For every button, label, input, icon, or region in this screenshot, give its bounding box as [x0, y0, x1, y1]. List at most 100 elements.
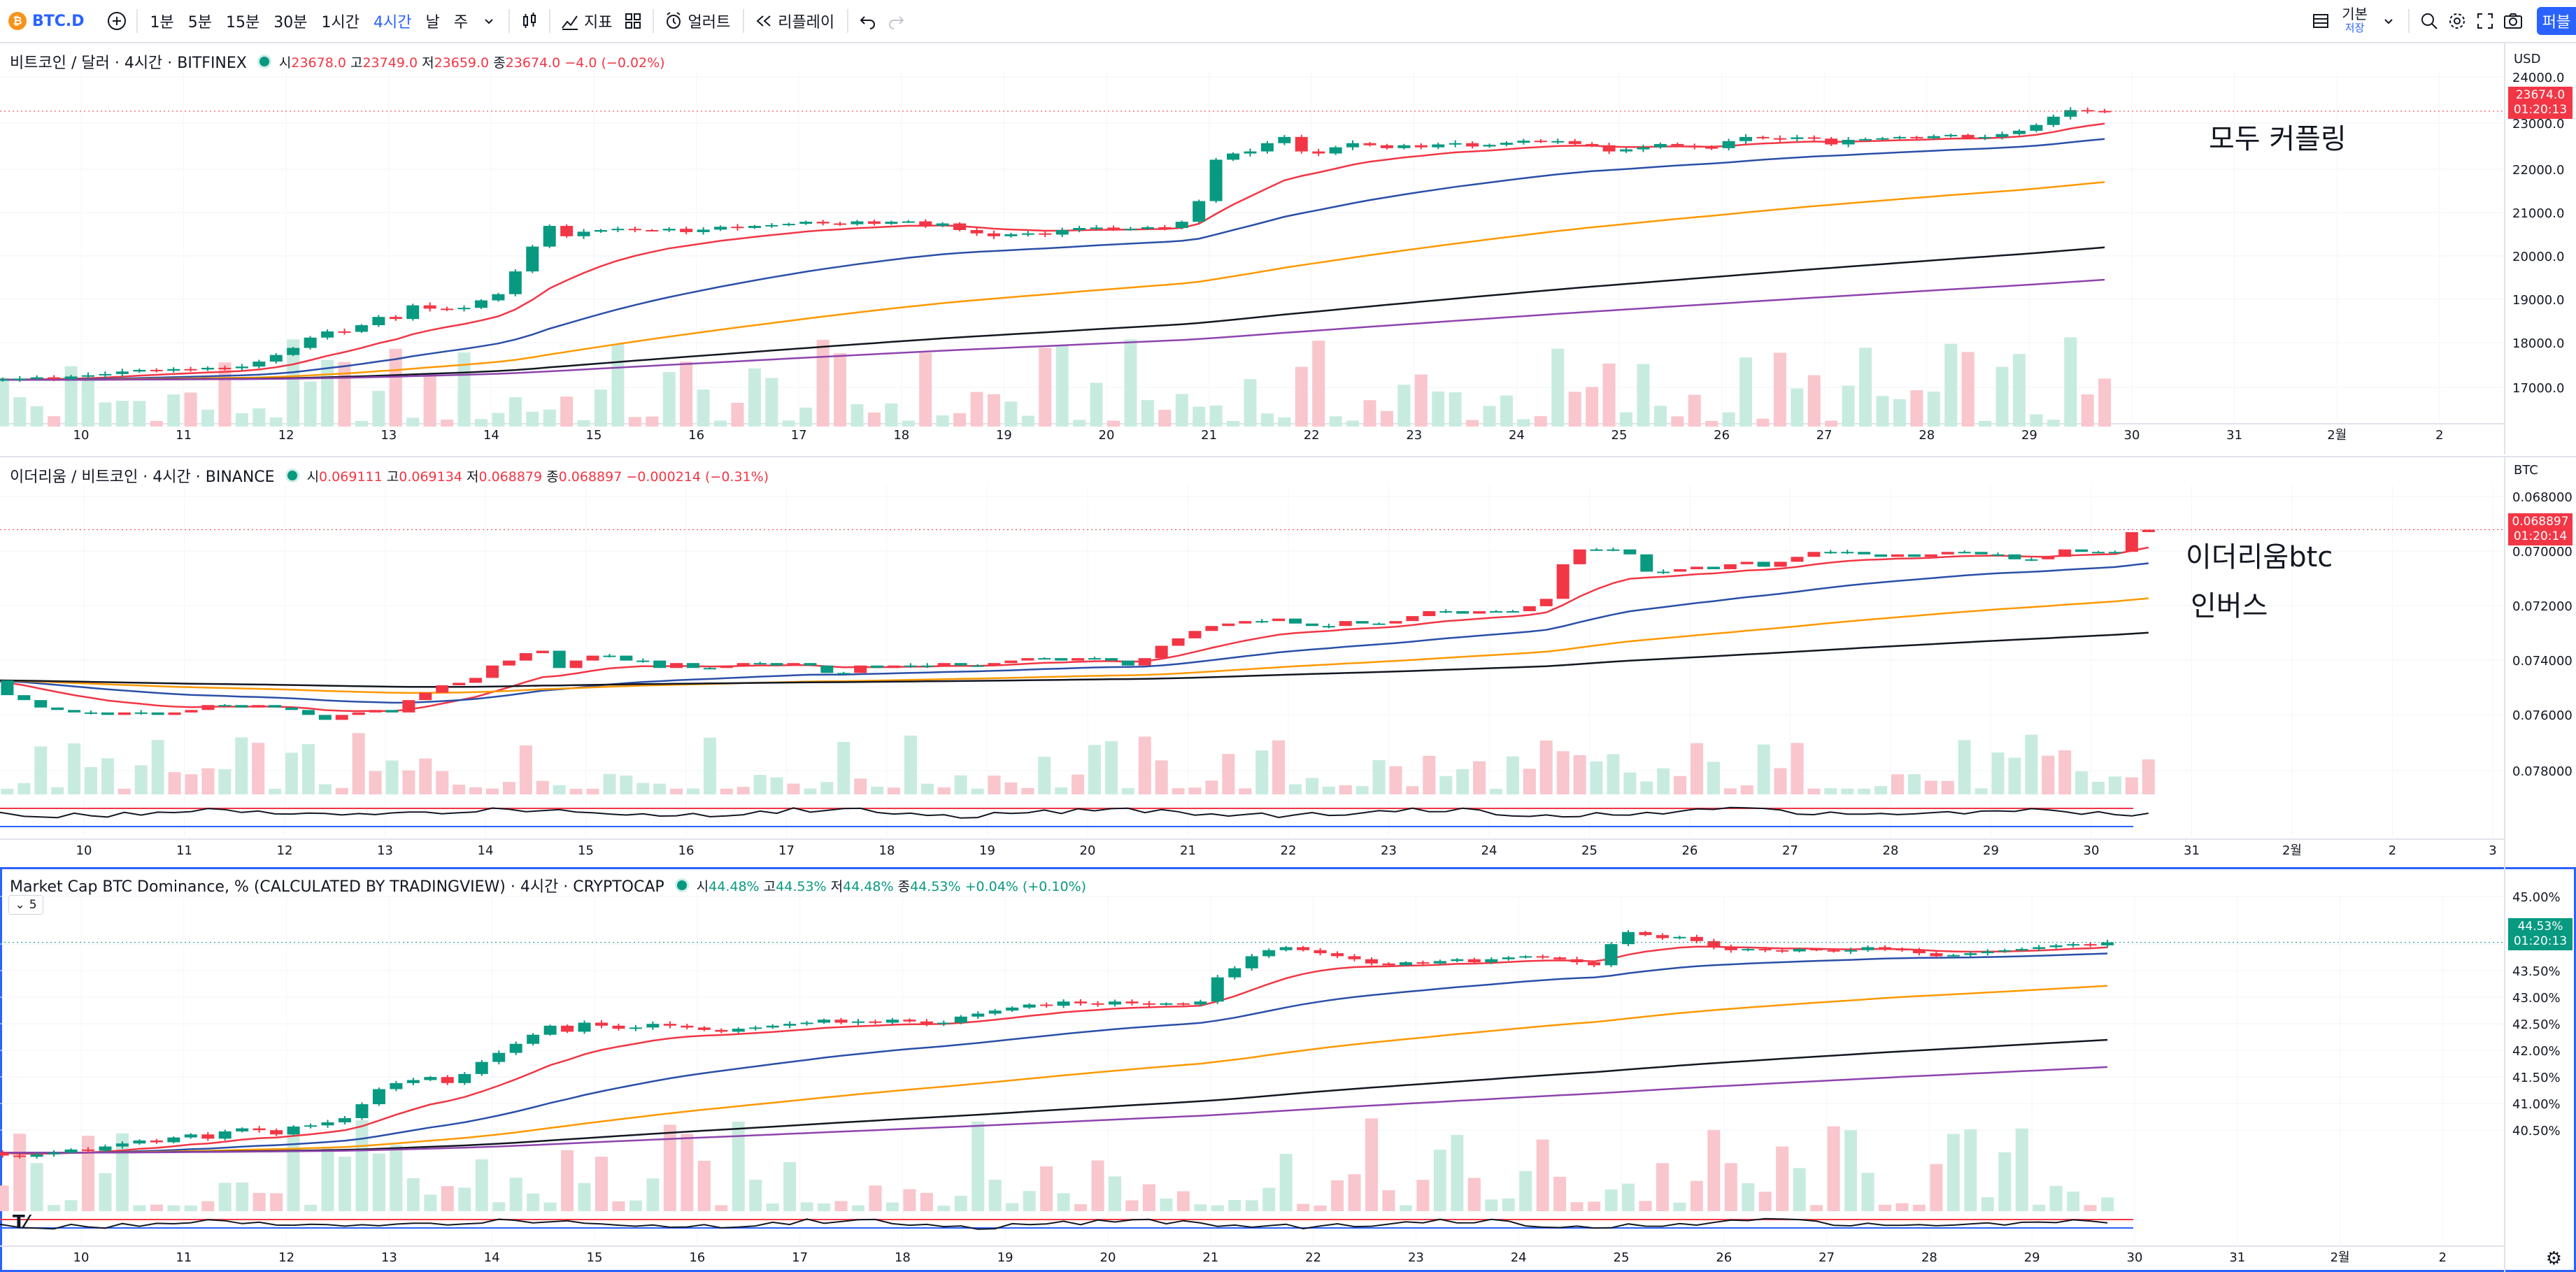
btcusd-title[interactable]: 비트코인 / 달러 · 4시간 · BITFINEX [10, 55, 247, 72]
volume-bar [0, 1185, 9, 1211]
volume-bar [118, 788, 131, 794]
indicators-button[interactable]: 지표 [583, 14, 613, 31]
templates-grid-icon[interactable] [619, 7, 647, 35]
interval-dropdown-chevron-icon[interactable] [475, 7, 503, 35]
volume-bar [99, 1173, 112, 1211]
compare-add-icon[interactable] [103, 7, 131, 35]
annotation-text-line1[interactable]: 이더리움btc [2186, 541, 2333, 573]
candle-body [402, 700, 415, 713]
chart-pane-btcdominance[interactable]: 45.00%44.00%43.50%43.00%42.50%42.00%41.5… [0, 867, 2576, 1272]
ethbtc-title[interactable]: 이더리움 / 비트코인 · 4시간 · BINANCE [10, 469, 275, 486]
indicators-icon[interactable] [556, 7, 584, 35]
candle-body [612, 1025, 625, 1029]
volume-bar [1466, 420, 1479, 427]
candle-body [1158, 227, 1172, 229]
volume-bar [697, 1161, 711, 1211]
interval-day[interactable]: 날 [425, 14, 440, 31]
currency-unit-label[interactable]: USD [2514, 52, 2541, 66]
candle-body [1312, 151, 1325, 154]
chart-pane-ethbtc[interactable]: 0.068000 0.070000 0.072000 0.074000 0.076000… [0, 456, 2576, 867]
replay-rewind-icon[interactable] [750, 7, 778, 35]
candle-body [1844, 950, 1858, 952]
candle-body [133, 1140, 146, 1144]
redo-icon[interactable] [882, 7, 910, 35]
candle-body [2008, 554, 2021, 559]
volume-bar [1758, 1192, 1772, 1211]
interval-15m[interactable]: 15분 [226, 14, 260, 31]
search-icon[interactable] [2415, 7, 2443, 35]
candle-body [1874, 554, 1888, 557]
layout-save-button[interactable]: 기본 저장 [2342, 7, 2368, 35]
chart-pane-btcusd[interactable]: 24000.0 23000.0 22000.0 21000.0 20000.0 19000… [0, 43, 2576, 455]
volume-bar [543, 409, 556, 427]
volume-bar [1910, 390, 1923, 427]
interval-4h[interactable]: 4시간 [373, 14, 412, 31]
candle-body [287, 348, 300, 355]
volume-bar [1021, 787, 1034, 794]
candle-body [697, 1027, 711, 1030]
candle-body [1414, 145, 1428, 148]
volume-bar [2075, 771, 2088, 794]
camera-snapshot-icon[interactable] [2499, 7, 2527, 35]
undo-icon[interactable] [854, 7, 882, 35]
candle-body [486, 665, 499, 678]
btcusd-chart-canvas[interactable]: 24000.0 23000.0 22000.0 21000.0 20000.0 19000… [0, 43, 2576, 455]
interval-week[interactable]: 주 [453, 14, 468, 31]
candle-body [1245, 956, 1258, 969]
candle-body [236, 1128, 249, 1131]
candle-body [628, 229, 641, 231]
volume-bar [321, 359, 334, 427]
btcdominance-chart-canvas[interactable]: 45.00%44.00%43.50%43.00%42.50%42.00%41.5… [0, 867, 2576, 1272]
toolbar-divider [548, 9, 550, 33]
alert-clock-icon[interactable] [660, 7, 688, 35]
interval-1m[interactable]: 1분 [150, 14, 174, 31]
candle-body [1991, 554, 2005, 556]
alerts-button[interactable]: 얼러트 [688, 14, 731, 31]
moving-average-line [0, 985, 2108, 1154]
candle-body [1979, 136, 1992, 138]
volume-bar [902, 420, 915, 427]
currency-unit-label[interactable]: BTC [2514, 463, 2538, 478]
candle-body [1023, 1004, 1036, 1008]
candle-type-icon[interactable] [515, 7, 543, 35]
candle-body [436, 685, 449, 693]
volume-bar [355, 420, 368, 427]
interval-5m[interactable]: 5분 [187, 14, 213, 31]
indicator-collapse-button[interactable]: ⌄ 5 [8, 895, 43, 915]
ethbtc-chart-canvas[interactable]: 0.068000 0.070000 0.072000 0.074000 0.076000… [0, 457, 2576, 867]
candle-body [888, 665, 900, 669]
volume-bar [834, 353, 847, 427]
layout-dropdown-chevron-icon[interactable] [2375, 7, 2403, 35]
x-axis-tick-label: 10 [76, 843, 92, 858]
interval-30m[interactable]: 30분 [273, 14, 308, 31]
candle-body [2101, 942, 2114, 945]
volume-bar [168, 772, 181, 794]
candle-body [646, 229, 659, 231]
fullscreen-icon[interactable] [2471, 7, 2499, 35]
settings-gear-icon[interactable] [2443, 7, 2471, 35]
volume-bar [1380, 410, 1393, 427]
replay-button[interactable]: 리플레이 [778, 14, 835, 31]
annotation-text-line2[interactable]: 인버스 [2191, 590, 2268, 622]
chart-settings-gear-icon[interactable]: ⚙ [2545, 1248, 2562, 1269]
volume-bar [603, 773, 616, 794]
interval-1h[interactable]: 1시간 [321, 14, 360, 31]
symbol-search-button[interactable]: BTC.D [32, 12, 85, 30]
volume-bar [2084, 1205, 2097, 1211]
candle-body [1104, 658, 1118, 661]
layout-list-icon[interactable] [2307, 7, 2335, 35]
volume-bar [64, 1200, 78, 1211]
volume-bar [1568, 392, 1581, 427]
candle-body [0, 379, 9, 381]
volume-bar [1449, 392, 1462, 427]
candle-body [680, 229, 693, 232]
candle-body [904, 665, 917, 667]
candle-body [1807, 552, 1821, 557]
volume-bar [1346, 420, 1360, 427]
btcd-title[interactable]: Market Cap BTC Dominance, % (CALCULATED … [10, 878, 664, 896]
publish-button[interactable]: 퍼블 [2537, 7, 2576, 35]
volume-bar [1348, 1174, 1361, 1211]
volume-bar [560, 396, 574, 427]
annotation-text[interactable]: 모두 커플링 [2209, 123, 2347, 155]
volume-bar [1314, 1205, 1327, 1211]
